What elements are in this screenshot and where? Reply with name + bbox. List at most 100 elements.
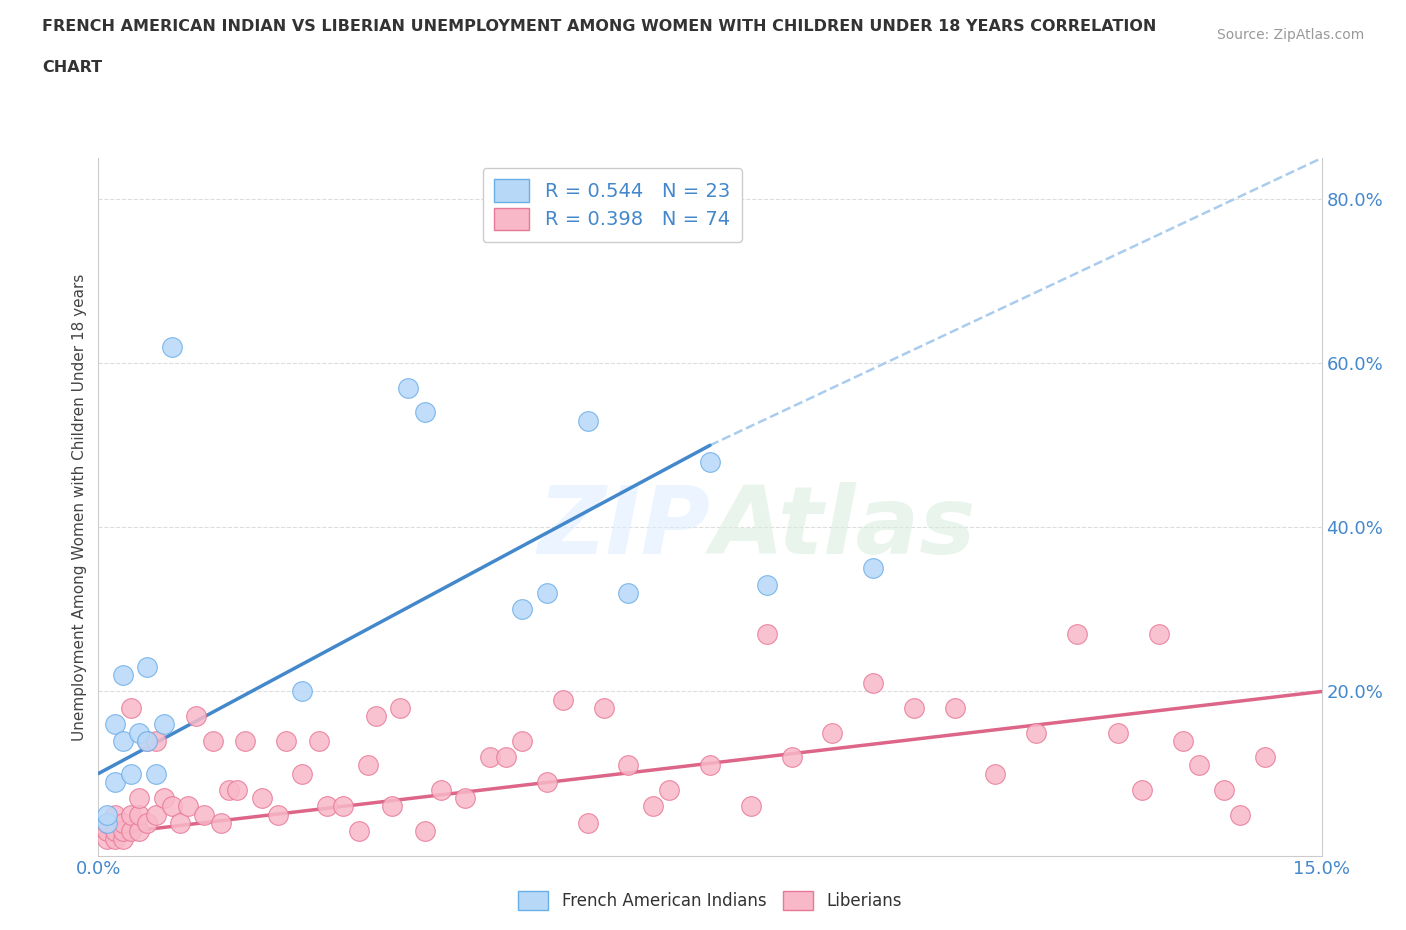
Point	[104, 807, 127, 822]
Point	[699, 454, 721, 469]
Point	[740, 799, 762, 814]
Point	[267, 807, 290, 822]
Point	[111, 831, 134, 846]
Point	[120, 824, 142, 839]
Point	[291, 766, 314, 781]
Point	[177, 799, 200, 814]
Point	[104, 831, 127, 846]
Point	[332, 799, 354, 814]
Point	[821, 725, 844, 740]
Point	[136, 659, 159, 674]
Point	[120, 700, 142, 715]
Point	[396, 380, 419, 395]
Point	[201, 733, 224, 748]
Point	[226, 782, 249, 797]
Point	[1188, 758, 1211, 773]
Point	[160, 799, 183, 814]
Text: ZIP: ZIP	[537, 482, 710, 574]
Point	[291, 684, 314, 699]
Point	[308, 733, 330, 748]
Point	[1107, 725, 1129, 740]
Point	[536, 586, 558, 601]
Point	[756, 578, 779, 592]
Point	[145, 733, 167, 748]
Point	[233, 733, 256, 748]
Point	[111, 824, 134, 839]
Point	[111, 816, 134, 830]
Point	[136, 733, 159, 748]
Point	[495, 750, 517, 764]
Point	[1253, 750, 1275, 764]
Point	[96, 824, 118, 839]
Point	[658, 782, 681, 797]
Point	[576, 816, 599, 830]
Text: Source: ZipAtlas.com: Source: ZipAtlas.com	[1216, 28, 1364, 42]
Point	[617, 758, 640, 773]
Point	[413, 405, 436, 420]
Point	[128, 824, 150, 839]
Point	[349, 824, 371, 839]
Point	[641, 799, 664, 814]
Text: Atlas: Atlas	[710, 482, 976, 574]
Point	[145, 807, 167, 822]
Point	[1130, 782, 1153, 797]
Point	[193, 807, 215, 822]
Point	[593, 700, 616, 715]
Point	[96, 816, 118, 830]
Point	[389, 700, 412, 715]
Point	[699, 758, 721, 773]
Point	[576, 413, 599, 428]
Point	[1212, 782, 1234, 797]
Point	[1025, 725, 1047, 740]
Point	[136, 733, 159, 748]
Point	[454, 790, 477, 805]
Point	[381, 799, 404, 814]
Point	[169, 816, 191, 830]
Point	[209, 816, 232, 830]
Point	[120, 766, 142, 781]
Point	[250, 790, 273, 805]
Point	[364, 709, 387, 724]
Point	[1066, 627, 1088, 642]
Point	[104, 775, 127, 790]
Y-axis label: Unemployment Among Women with Children Under 18 years: Unemployment Among Women with Children U…	[72, 273, 87, 740]
Point	[218, 782, 240, 797]
Point	[186, 709, 208, 724]
Point	[512, 733, 534, 748]
Point	[128, 807, 150, 822]
Point	[274, 733, 297, 748]
Point	[780, 750, 803, 764]
Point	[96, 831, 118, 846]
Point	[152, 717, 174, 732]
Point	[128, 725, 150, 740]
Point	[430, 782, 453, 797]
Point	[120, 807, 142, 822]
Point	[111, 733, 134, 748]
Point	[96, 807, 118, 822]
Point	[1229, 807, 1251, 822]
Point	[96, 816, 118, 830]
Point	[413, 824, 436, 839]
Point	[862, 676, 884, 691]
Point	[903, 700, 925, 715]
Point	[756, 627, 779, 642]
Point	[356, 758, 378, 773]
Point	[128, 790, 150, 805]
Text: CHART: CHART	[42, 60, 103, 75]
Text: FRENCH AMERICAN INDIAN VS LIBERIAN UNEMPLOYMENT AMONG WOMEN WITH CHILDREN UNDER : FRENCH AMERICAN INDIAN VS LIBERIAN UNEMP…	[42, 19, 1157, 33]
Point	[553, 692, 575, 707]
Point	[1171, 733, 1194, 748]
Point	[943, 700, 966, 715]
Point	[315, 799, 337, 814]
Point	[160, 339, 183, 354]
Point	[1147, 627, 1170, 642]
Point	[145, 766, 167, 781]
Point	[136, 816, 159, 830]
Point	[104, 717, 127, 732]
Point	[104, 824, 127, 839]
Point	[536, 775, 558, 790]
Point	[152, 790, 174, 805]
Point	[862, 561, 884, 576]
Point	[478, 750, 501, 764]
Point	[111, 668, 134, 683]
